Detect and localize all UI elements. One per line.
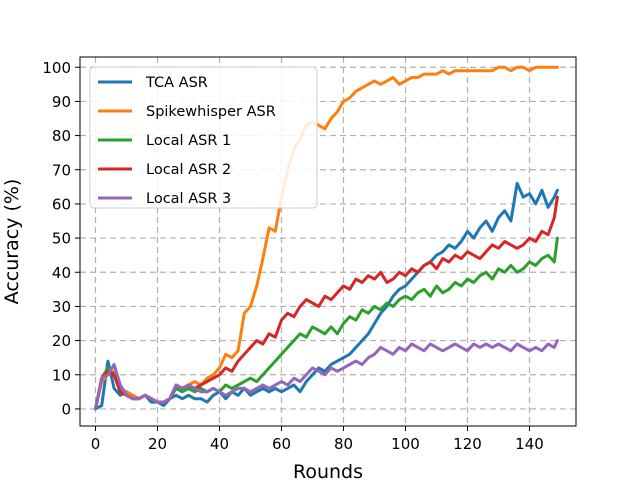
y-tick-label: 80 — [52, 127, 71, 145]
legend-label: TCA ASR — [145, 75, 208, 91]
legend-label: Local ASR 3 — [146, 191, 231, 207]
y-tick-label: 10 — [52, 366, 71, 384]
series-lines — [94, 65, 559, 411]
y-tick-label: 90 — [52, 93, 71, 111]
y-axis-ticks: 0 10 20 30 40 50 60 70 80 90 100 — [42, 59, 80, 418]
legend-label: Spikewhisper ASR — [146, 104, 276, 120]
x-tick-label: 0 — [91, 435, 101, 453]
legend-box — [89, 66, 318, 209]
plot-frame — [79, 56, 577, 427]
legend-label: Local ASR 1 — [146, 133, 231, 149]
x-tick-label: 120 — [453, 435, 482, 453]
y-tick-label: 20 — [52, 332, 71, 350]
y-tick-label: 50 — [52, 230, 71, 248]
series-line-1 — [94, 181, 559, 411]
legend: TCA ASR Spikewhisper ASR Local ASR 1 Local … — [89, 66, 318, 209]
x-tick-label: 20 — [148, 435, 167, 453]
x-tick-label: 100 — [391, 435, 420, 453]
y-tick-label: 60 — [52, 195, 71, 213]
y-tick-label: 30 — [52, 298, 71, 316]
y-tick-label: 100 — [42, 59, 71, 77]
y-tick-label: 40 — [52, 264, 71, 282]
legend-label: Local ASR 2 — [146, 162, 231, 178]
y-tick-label: 70 — [52, 161, 71, 179]
x-tick-label: 40 — [210, 435, 229, 453]
x-axis-ticks: 0 20 40 60 80 100 120 140 — [91, 426, 544, 453]
x-axis-label: Rounds — [293, 461, 363, 480]
y-tick-label: 0 — [61, 400, 71, 418]
y-axis-label: Accuracy (%) — [1, 179, 23, 305]
x-tick-label: 80 — [334, 435, 353, 453]
series-line-5 — [94, 339, 559, 411]
x-tick-label: 60 — [272, 435, 291, 453]
x-tick-label: 140 — [515, 435, 544, 453]
